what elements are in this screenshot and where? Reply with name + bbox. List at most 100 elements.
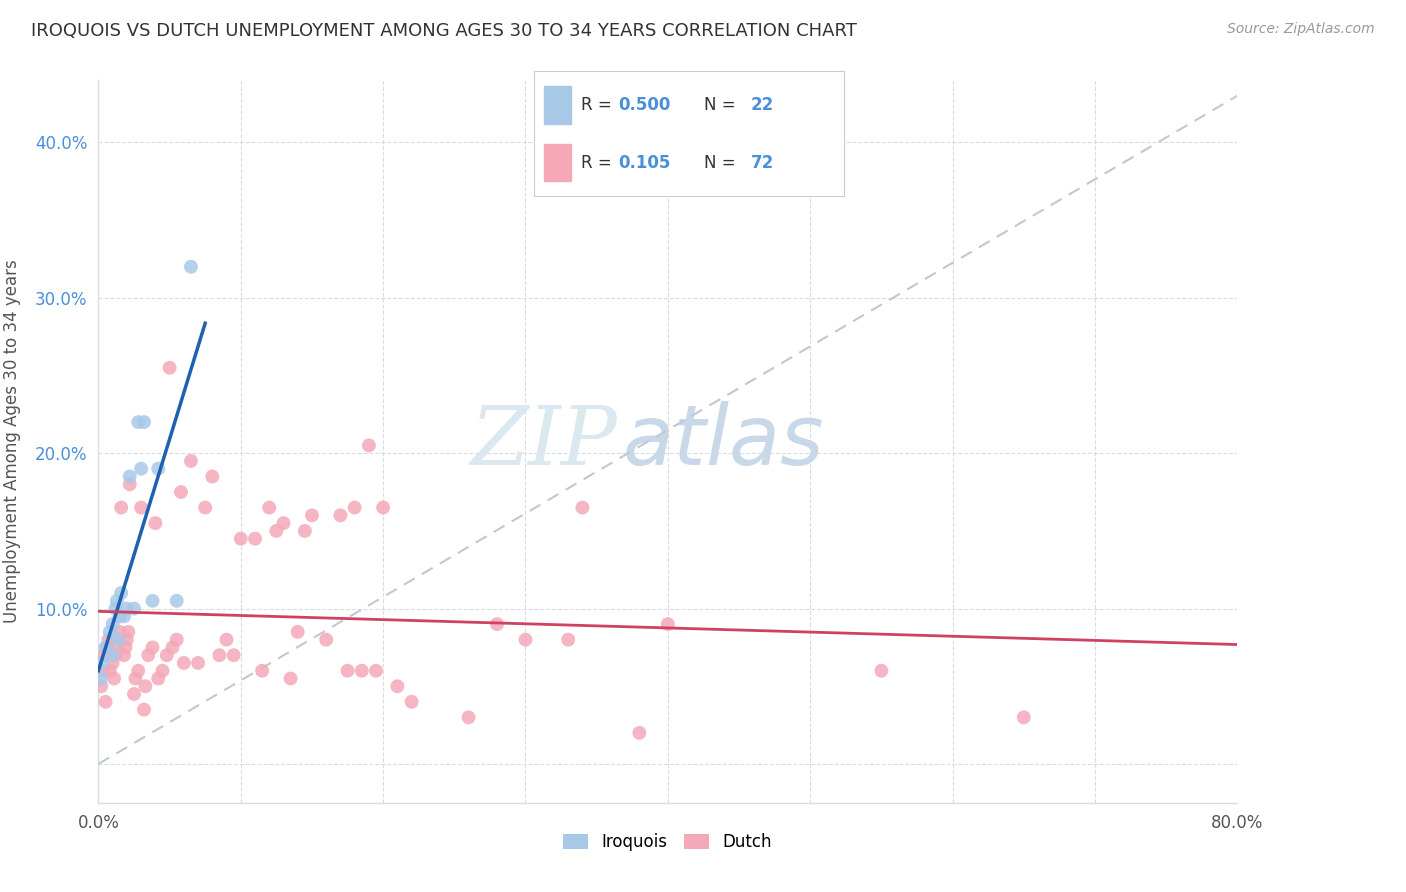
Point xyxy=(96,640,118,655)
Point xyxy=(124,672,146,686)
Point xyxy=(266,524,288,538)
Point xyxy=(90,672,112,686)
Text: 22: 22 xyxy=(751,96,775,114)
Point xyxy=(162,640,184,655)
Point xyxy=(118,469,141,483)
Point xyxy=(98,664,121,678)
Point xyxy=(357,438,380,452)
Point xyxy=(122,687,145,701)
Point xyxy=(457,710,479,724)
Point xyxy=(401,695,423,709)
Point xyxy=(94,640,117,655)
Bar xyxy=(544,87,571,124)
Point xyxy=(329,508,352,523)
Text: IROQUOIS VS DUTCH UNEMPLOYMENT AMONG AGES 30 TO 34 YEARS CORRELATION CHART: IROQUOIS VS DUTCH UNEMPLOYMENT AMONG AGE… xyxy=(31,22,856,40)
Text: R =: R = xyxy=(581,153,617,171)
Point xyxy=(108,624,131,639)
Point xyxy=(115,601,138,615)
Point xyxy=(122,601,145,615)
Point xyxy=(294,524,316,538)
Point xyxy=(108,609,131,624)
Point xyxy=(91,664,114,678)
Point xyxy=(187,656,209,670)
Text: 0.105: 0.105 xyxy=(617,153,671,171)
Point xyxy=(571,500,593,515)
Point xyxy=(101,656,124,670)
Point xyxy=(166,632,188,647)
Point xyxy=(98,624,121,639)
Point xyxy=(628,726,651,740)
Point xyxy=(201,469,224,483)
Point xyxy=(166,594,188,608)
Point xyxy=(1012,710,1035,724)
Point xyxy=(141,640,163,655)
Point xyxy=(129,500,152,515)
Point xyxy=(105,640,128,655)
Text: ZIP: ZIP xyxy=(470,401,617,482)
Point xyxy=(148,461,170,475)
Point xyxy=(107,632,129,647)
Point xyxy=(117,624,139,639)
Text: Source: ZipAtlas.com: Source: ZipAtlas.com xyxy=(1227,22,1375,37)
Point xyxy=(105,594,128,608)
Point xyxy=(103,672,125,686)
Point xyxy=(132,415,155,429)
Point xyxy=(250,664,273,678)
Point xyxy=(343,500,366,515)
Point xyxy=(273,516,295,530)
Point xyxy=(145,516,167,530)
Text: N =: N = xyxy=(704,153,741,171)
Bar xyxy=(544,144,571,181)
Point xyxy=(156,648,179,663)
Point xyxy=(159,360,181,375)
Point xyxy=(173,656,195,670)
Point xyxy=(110,500,132,515)
Point xyxy=(104,648,127,663)
Point xyxy=(101,617,124,632)
Point xyxy=(301,508,323,523)
Point xyxy=(134,679,156,693)
Point xyxy=(152,664,174,678)
Point xyxy=(194,500,217,515)
Point xyxy=(222,648,245,663)
Point xyxy=(515,632,537,647)
Point xyxy=(215,632,238,647)
Point xyxy=(280,672,302,686)
Point xyxy=(315,632,337,647)
Point xyxy=(97,632,120,647)
Point xyxy=(90,679,112,693)
Point xyxy=(336,664,359,678)
Text: atlas: atlas xyxy=(623,401,824,482)
Text: R =: R = xyxy=(581,96,617,114)
Point xyxy=(132,702,155,716)
Point xyxy=(94,695,117,709)
Y-axis label: Unemployment Among Ages 30 to 34 years: Unemployment Among Ages 30 to 34 years xyxy=(3,260,21,624)
Point xyxy=(364,664,387,678)
Legend: Iroquois, Dutch: Iroquois, Dutch xyxy=(555,825,780,860)
Point xyxy=(127,664,149,678)
Point xyxy=(115,632,138,647)
Point xyxy=(127,415,149,429)
Text: 72: 72 xyxy=(751,153,775,171)
Point xyxy=(557,632,579,647)
Point xyxy=(208,648,231,663)
Point xyxy=(350,664,373,678)
Point xyxy=(114,640,136,655)
Point xyxy=(287,624,309,639)
Point xyxy=(657,617,679,632)
Point xyxy=(180,260,202,274)
Text: 0.500: 0.500 xyxy=(617,96,671,114)
Point xyxy=(259,500,281,515)
Point xyxy=(101,648,124,663)
Point xyxy=(180,454,202,468)
Point xyxy=(170,485,193,500)
Point xyxy=(107,632,129,647)
Point xyxy=(229,532,252,546)
Point xyxy=(486,617,509,632)
Point xyxy=(141,594,163,608)
Point xyxy=(387,679,409,693)
Point xyxy=(112,648,135,663)
Point xyxy=(148,672,170,686)
Point xyxy=(91,656,114,670)
Point xyxy=(870,664,893,678)
